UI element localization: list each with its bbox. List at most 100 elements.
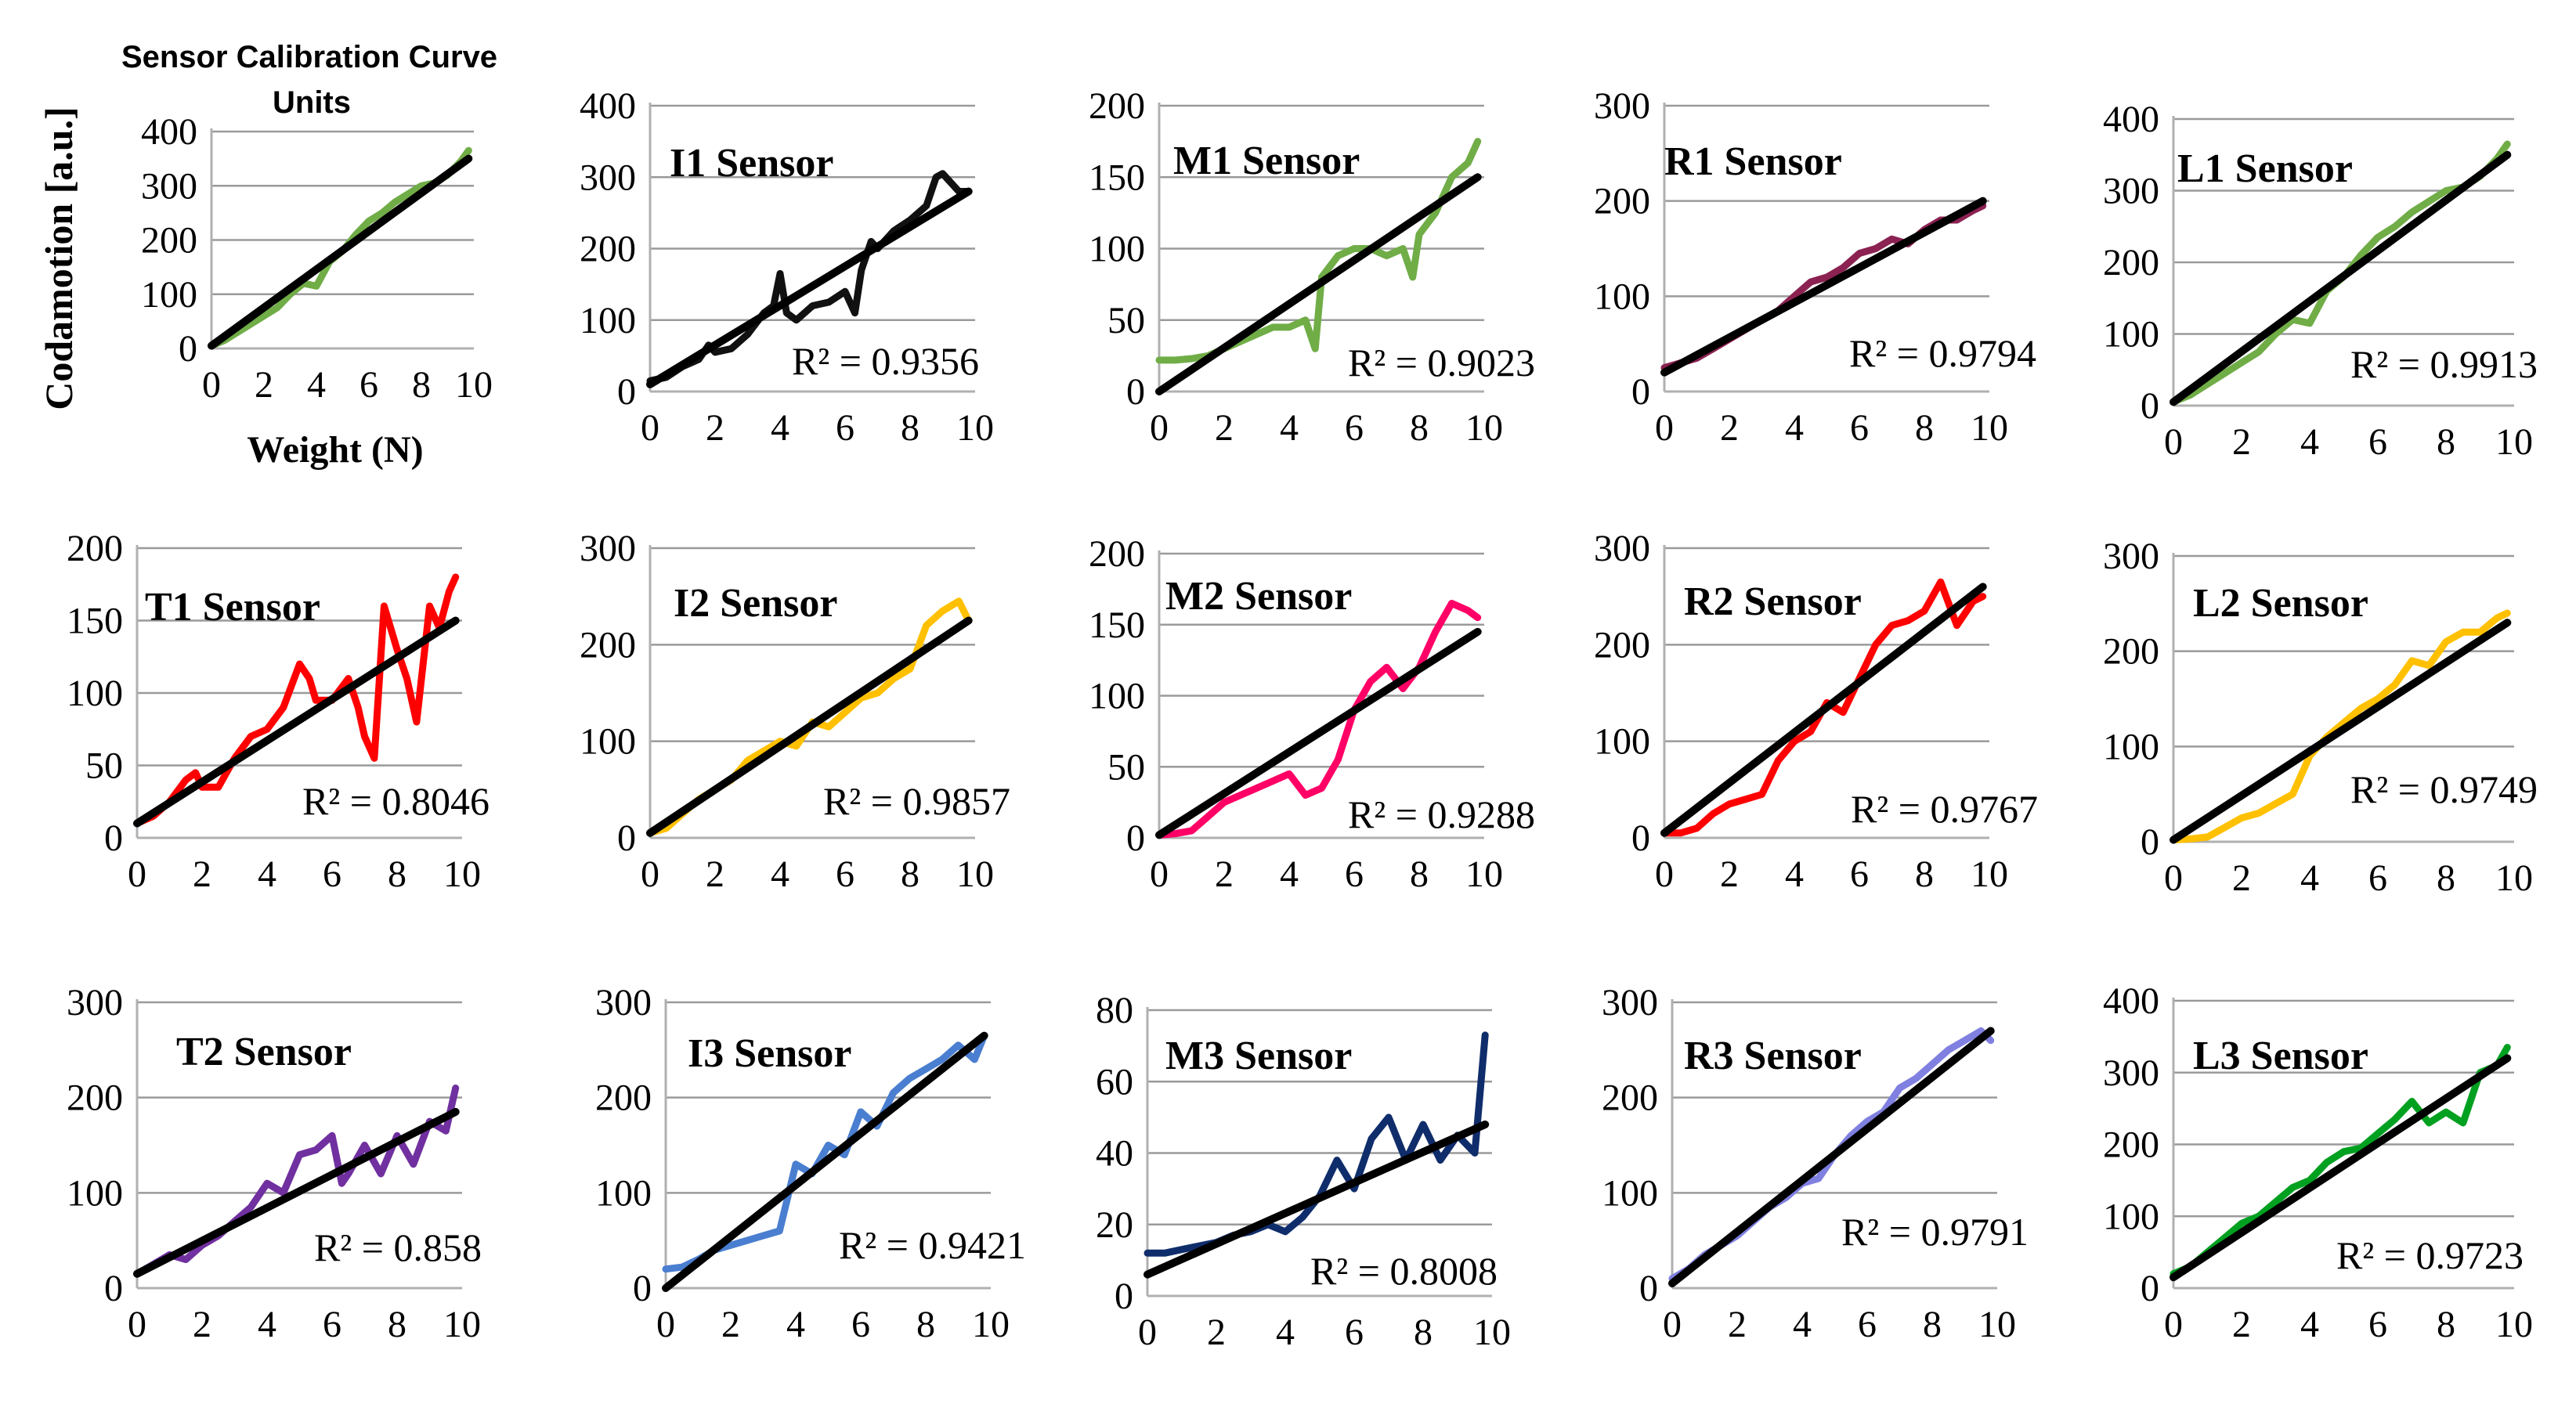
- r-squared-label: R² = 0.9288: [1348, 792, 1535, 836]
- x-tick-label: 8: [1923, 1304, 1942, 1345]
- x-tick-label: 0: [1150, 854, 1169, 895]
- chart-panel-11: 0 100 200 300 0 2 4 6 8 10 T2 Sensor R² = 0.858: [67, 982, 482, 1345]
- x-tick-label: 4: [2300, 421, 2319, 463]
- x-tick-label: 4: [1280, 407, 1299, 449]
- r-squared-label: R² = 0.9791: [1841, 1210, 2029, 1254]
- y-tick-label: 200: [1089, 533, 1145, 575]
- x-tick-label: 6: [1345, 854, 1364, 895]
- trend-line: [208, 154, 473, 350]
- y-tick-label: 100: [67, 1172, 123, 1214]
- x-tick-label: 6: [1858, 1304, 1877, 1345]
- y-tick-label: 50: [1107, 300, 1145, 341]
- x-tick-label: 6: [1345, 407, 1364, 449]
- chart-panel-4: 0 100 200 300 0 2 4 6 8 10 R1 Sensor R² = 0.9794: [1594, 85, 2036, 449]
- y-tick-label: 200: [1089, 85, 1145, 127]
- x-tick-label: 4: [771, 407, 789, 449]
- x-tick-label: 0: [1150, 407, 1169, 449]
- x-tick-label: 10: [1465, 854, 1503, 895]
- trend-line: [1155, 173, 1482, 395]
- chart-panel-5: 0 100 200 300 400 0 2 4 6 8 10 L1 Sensor R² = 0.9913: [2103, 99, 2538, 463]
- y-tick-label: 300: [2103, 171, 2159, 212]
- figure-title-line1: Sensor Calibration Curve: [121, 40, 497, 74]
- trend-line: [646, 616, 973, 837]
- y-tick-label: 200: [1602, 1077, 1658, 1119]
- x-tick-label: 10: [1971, 854, 2008, 895]
- y-tick-label: 100: [1089, 676, 1145, 717]
- y-axis-label: Codamotion [a.u.]: [37, 106, 81, 410]
- y-tick-label: 200: [141, 220, 197, 262]
- x-tick-label: 4: [786, 1304, 805, 1345]
- y-tick-label: 300: [2103, 536, 2159, 577]
- x-tick-label: 0: [656, 1304, 675, 1345]
- r-squared-label: R² = 0.9857: [823, 779, 1010, 823]
- y-tick-label: 0: [1126, 817, 1145, 859]
- data-series-line: [1155, 600, 1482, 839]
- y-tick-label: 300: [580, 528, 636, 569]
- x-tick-label: 8: [412, 364, 431, 406]
- x-tick-label: 4: [1785, 854, 1804, 895]
- x-tick-label: 4: [771, 854, 789, 895]
- y-tick-label: 100: [595, 1172, 652, 1214]
- chart-panel-6: 0 50 100 150 200 0 2 4 6 8 10 T1 Sensor R² = 0.8046: [67, 528, 490, 895]
- y-tick-label: 0: [179, 328, 197, 370]
- x-tick-label: 8: [901, 854, 919, 895]
- x-tick-label: 0: [641, 407, 659, 449]
- r-squared-label: R² = 0.9794: [1849, 331, 2036, 375]
- y-tick-label: 0: [104, 817, 123, 859]
- x-tick-label: 6: [836, 854, 854, 895]
- chart-panel-3: 0 50 100 150 200 0 2 4 6 8 10 M1 Sensor R² = 0.9023: [1089, 85, 1535, 449]
- r-squared-label: R² = 0.8046: [302, 779, 490, 823]
- x-tick-label: 8: [2437, 857, 2455, 899]
- panel-title: T2 Sensor: [176, 1030, 352, 1074]
- x-tick-label: 2: [255, 364, 273, 406]
- x-tick-label: 10: [443, 854, 481, 895]
- trend-line: [133, 1107, 460, 1278]
- trend-line: [1668, 1027, 1995, 1287]
- x-tick-label: 2: [1720, 407, 1739, 449]
- r-squared-label: R² = 0.9723: [2336, 1233, 2524, 1277]
- x-tick-label: 2: [2232, 1304, 2251, 1345]
- x-tick-label: 0: [1138, 1312, 1157, 1353]
- y-tick-label: 100: [2103, 726, 2159, 767]
- chart-panel-10: 0 100 200 300 0 2 4 6 8 10 L2 Sensor R² = 0.9749: [2103, 536, 2538, 899]
- x-tick-label: 4: [307, 364, 326, 406]
- y-tick-label: 400: [2103, 980, 2159, 1022]
- y-tick-label: 200: [2103, 1124, 2159, 1166]
- x-tick-label: 0: [128, 1304, 146, 1345]
- y-tick-label: 200: [1594, 181, 1650, 222]
- y-tick-label: 300: [595, 982, 652, 1023]
- y-tick-label: 300: [580, 157, 636, 198]
- x-tick-label: 8: [388, 854, 406, 895]
- x-tick-label: 2: [2232, 421, 2251, 463]
- x-tick-label: 2: [1720, 854, 1739, 895]
- trend-line: [662, 1031, 988, 1292]
- y-tick-label: 0: [617, 371, 636, 413]
- r-squared-label: R² = 0.9356: [792, 339, 979, 383]
- x-tick-label: 0: [1655, 407, 1674, 449]
- y-tick-label: 50: [1107, 746, 1145, 788]
- x-tick-label: 10: [443, 1304, 481, 1345]
- figure-title-line2: Units: [273, 85, 351, 120]
- y-tick-label: 100: [141, 274, 197, 316]
- panel-title: L1 Sensor: [2177, 146, 2353, 191]
- y-tick-label: 300: [1594, 85, 1650, 127]
- x-tick-label: 10: [1971, 407, 2008, 449]
- x-tick-label: 10: [1465, 407, 1503, 449]
- panel-title: M2 Sensor: [1165, 574, 1352, 619]
- x-tick-label: 2: [721, 1304, 740, 1345]
- x-tick-label: 0: [202, 364, 221, 406]
- x-tick-label: 2: [1215, 854, 1234, 895]
- y-tick-label: 100: [1594, 721, 1650, 763]
- data-series-line: [2170, 609, 2511, 844]
- x-tick-label: 10: [2495, 421, 2533, 463]
- y-tick-label: 0: [2141, 821, 2159, 863]
- x-tick-label: 4: [1280, 854, 1299, 895]
- x-tick-label: 8: [1410, 854, 1429, 895]
- x-tick-label: 8: [2437, 421, 2455, 463]
- x-tick-label: 6: [1345, 1312, 1364, 1353]
- x-tick-label: 6: [2368, 857, 2387, 899]
- y-tick-label: 0: [2141, 1268, 2159, 1309]
- y-tick-label: 0: [617, 817, 636, 859]
- y-tick-label: 400: [141, 111, 197, 153]
